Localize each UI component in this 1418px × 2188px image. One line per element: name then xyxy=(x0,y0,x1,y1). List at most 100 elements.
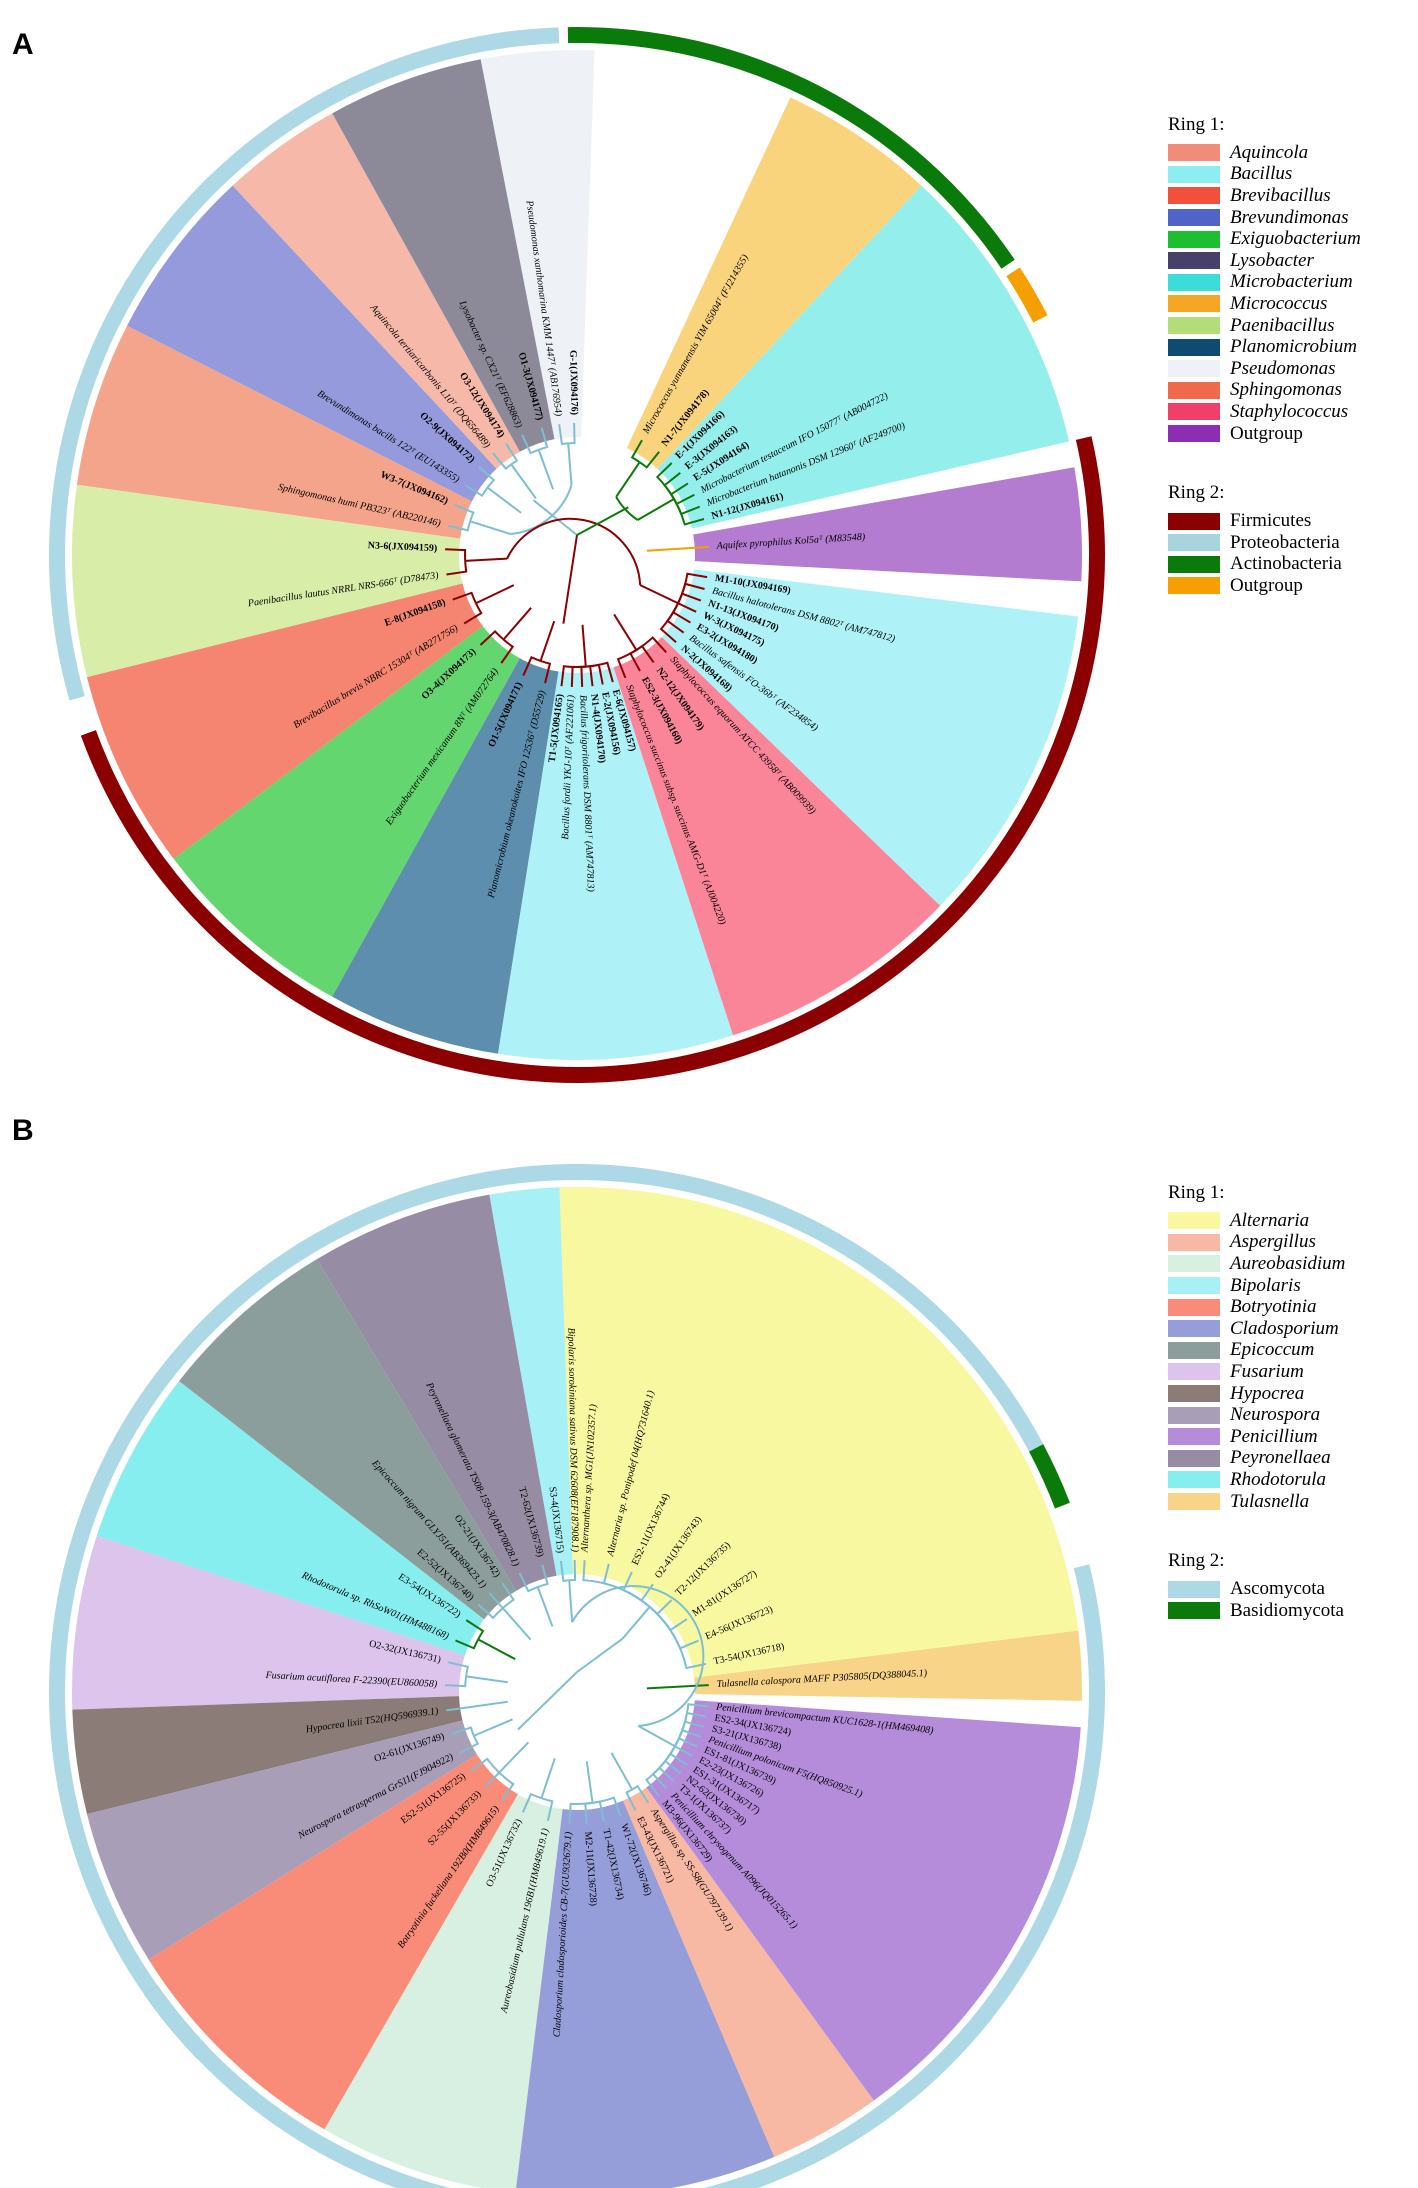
panel-b-letter: B xyxy=(12,1114,34,1147)
ring2-arc-actinobacteria xyxy=(567,27,1015,269)
legend-swatch xyxy=(1168,1298,1220,1316)
branch xyxy=(644,1745,676,1797)
legend-label: Hypocrea xyxy=(1230,1382,1305,1404)
leaf-label: M2-11(JX136728) xyxy=(582,1831,599,1906)
legend-swatch xyxy=(1168,1428,1220,1446)
legend-swatch xyxy=(1168,1363,1220,1381)
sector-aureobasidium xyxy=(324,1794,563,2188)
legend-swatch xyxy=(1168,1385,1220,1403)
sector-penicillium xyxy=(646,1700,1081,2101)
legend-swatch xyxy=(1168,295,1220,313)
branch xyxy=(674,1745,693,1757)
legend-label: Tulasnella xyxy=(1230,1490,1310,1512)
branch xyxy=(585,1761,594,1804)
sector-sphingomonas xyxy=(76,325,472,539)
legend-swatch xyxy=(1168,209,1220,227)
legend-item-firmicutes: Firmicutes xyxy=(1168,510,1408,532)
legend-label: Aquincola xyxy=(1230,141,1309,163)
legend-swatch xyxy=(1168,144,1220,162)
branch xyxy=(465,557,508,562)
branch xyxy=(639,584,679,605)
legend-swatch xyxy=(1168,1233,1220,1251)
branch xyxy=(510,484,573,535)
legend-item-proteobacteria: Proteobacteria xyxy=(1168,532,1408,554)
legend-item-exiguobacterium: Exiguobacterium xyxy=(1168,228,1408,250)
legend-swatch xyxy=(1168,534,1220,552)
branch xyxy=(510,463,537,499)
legend-label: Outgroup xyxy=(1230,422,1303,444)
sector-exiguobacterium xyxy=(173,626,520,997)
sector-lysobacter xyxy=(332,59,555,452)
sector-tulasnella xyxy=(694,1630,1082,1701)
legend-label: Bipolaris xyxy=(1230,1274,1301,1296)
sector-pseudomonas xyxy=(480,49,595,440)
branch xyxy=(469,520,511,535)
legend-panel-b: Ring 1: Alternaria Aspergillus Aureobasidi… xyxy=(1168,1182,1408,1622)
branch-layer xyxy=(445,1560,709,1824)
legend-item-brevibacillus: Brevibacillus xyxy=(1168,185,1408,207)
panel-a: Pseudomonas xanthomarina KMM 1447ᵀ (AB17… xyxy=(12,27,1408,1084)
legend-item-peyronellaea: Peyronellaea xyxy=(1168,1447,1408,1470)
branch xyxy=(576,506,629,536)
branch xyxy=(677,602,697,613)
legend-item-sphingomonas: Sphingomonas xyxy=(1168,379,1408,402)
branch xyxy=(506,517,642,586)
branch xyxy=(646,547,689,552)
sector-botryotinia xyxy=(148,1754,518,2130)
legend-swatch xyxy=(1168,1277,1220,1295)
branch xyxy=(613,613,638,651)
legend-label: Rhodotorula xyxy=(1230,1468,1327,1490)
branch xyxy=(532,499,578,536)
legend-swatch xyxy=(1168,360,1220,378)
legend-label: Sphingomonas xyxy=(1230,379,1342,401)
legend-swatch xyxy=(1168,1341,1220,1359)
legend-swatch xyxy=(1168,512,1220,530)
sector-epicoccum xyxy=(179,1259,517,1620)
legend-item-bipolaris: Bipolaris xyxy=(1168,1275,1408,1297)
legend-panel-a: Ring 1: Aquincola Bacillus Brevibacillus Br… xyxy=(1168,114,1408,597)
legend-item-brevundimonas: Brevundimonas xyxy=(1168,207,1408,229)
panel-a-letter: A xyxy=(12,28,34,61)
legend-label: Bacillus xyxy=(1230,163,1293,185)
legend-label: Peyronellaea xyxy=(1230,1447,1331,1469)
legend-label: Botryotinia xyxy=(1230,1296,1317,1318)
branch xyxy=(502,1607,532,1641)
legend-swatch xyxy=(1168,1212,1220,1230)
legend-item-microbacterium: Microbacterium xyxy=(1168,271,1408,294)
sector-peyronellaea xyxy=(316,1194,557,1591)
legend-swatch xyxy=(1168,1449,1220,1467)
ring1-legend: Aquincola Bacillus Brevibacillus Brevundimo… xyxy=(1168,142,1408,444)
legend-label: Fusarium xyxy=(1230,1360,1304,1382)
legend-item-tulasnella: Tulasnella xyxy=(1168,1491,1408,1513)
legend-item-penicillium: Penicillium xyxy=(1168,1426,1408,1448)
ring1-legend: Alternaria Aspergillus Aureobasidium Bipola… xyxy=(1168,1210,1408,1512)
legend-item-micrococcus: Micrococcus xyxy=(1168,293,1408,315)
legend-label: Ascomycota xyxy=(1230,1578,1325,1600)
branch xyxy=(536,1586,554,1627)
sector-aspergillus xyxy=(623,1787,874,2157)
branch xyxy=(649,1606,707,1670)
sector-microbacterium xyxy=(657,185,1070,529)
legend-label: Penicillium xyxy=(1230,1425,1318,1447)
legend-label: Basidiomycota xyxy=(1230,1599,1344,1621)
legend-label: Outgroup xyxy=(1230,574,1303,596)
sector-outgroup xyxy=(693,467,1082,582)
branch xyxy=(621,1606,651,1640)
legend-item-paenibacillus: Paenibacillus xyxy=(1168,315,1408,337)
legend-label: Lysobacter xyxy=(1230,249,1314,271)
sector-staphylococcus xyxy=(613,636,941,1036)
branch xyxy=(465,1675,508,1684)
legend-item-alternaria: Alternaria xyxy=(1168,1210,1408,1232)
ring2-legend: Firmicutes Proteobacteria Actinobacteria Ou… xyxy=(1168,510,1408,596)
branch xyxy=(539,620,556,662)
legend-label: Proteobacteria xyxy=(1230,531,1340,553)
legend-item-basidiomycota: Basidiomycota xyxy=(1168,1600,1408,1622)
legend-label: Paenibacillus xyxy=(1230,314,1335,336)
legend-swatch xyxy=(1168,1493,1220,1511)
legend-label: Aureobasidium xyxy=(1230,1252,1346,1274)
branch xyxy=(673,498,705,526)
legend-item-botryotinia: Botryotinia xyxy=(1168,1296,1408,1318)
legend-label: Actinobacteria xyxy=(1230,553,1342,575)
legend-label: Aspergillus xyxy=(1230,1231,1316,1253)
legend-swatch xyxy=(1168,577,1220,595)
